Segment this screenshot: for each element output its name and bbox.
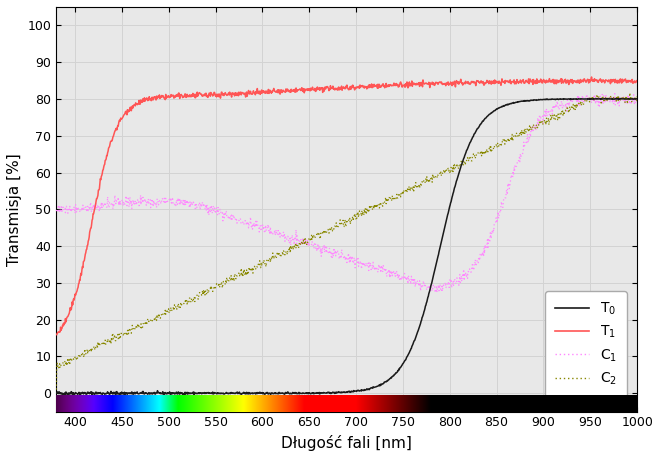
- X-axis label: Długość fali [nm]: Długość fali [nm]: [281, 435, 412, 451]
- Y-axis label: Transmisja [%]: Transmisja [%]: [7, 153, 22, 266]
- Legend: T$_0$, T$_1$, C$_1$, C$_2$: T$_0$, T$_1$, C$_1$, C$_2$: [545, 291, 627, 397]
